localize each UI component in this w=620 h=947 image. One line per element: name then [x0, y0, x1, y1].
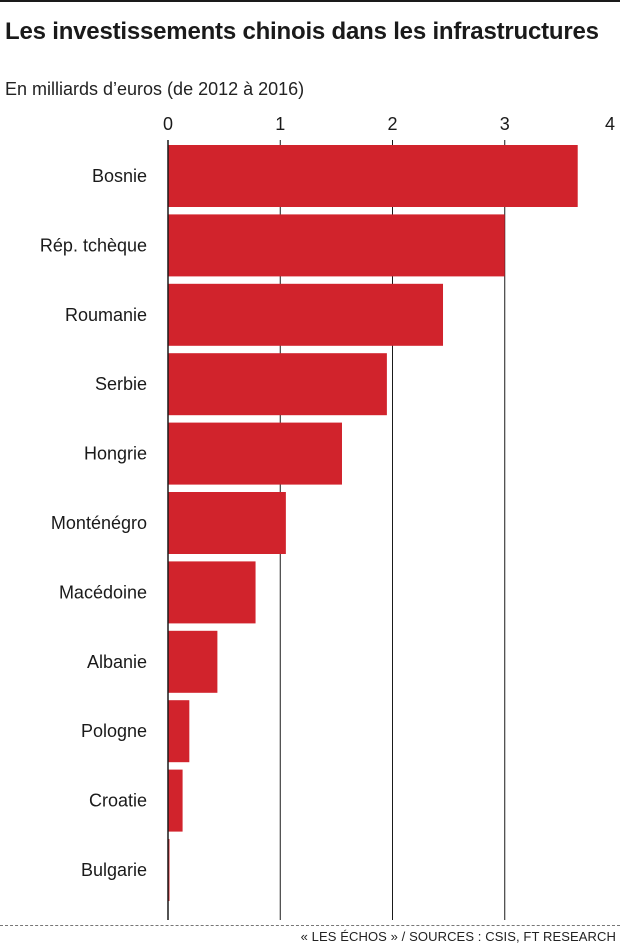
bar	[168, 145, 578, 207]
category-label: Bosnie	[92, 166, 147, 186]
bar	[168, 630, 218, 693]
category-label: Rép. tchèque	[40, 235, 147, 255]
category-label: Albanie	[87, 652, 147, 672]
chart-subtitle: En milliards d’euros (de 2012 à 2016)	[5, 79, 305, 99]
bar	[168, 700, 190, 763]
category-label: Monténégro	[51, 513, 147, 533]
chart-title: Les investissements chinois dans les inf…	[5, 18, 599, 45]
source-credit: « LES ÉCHOS » / SOURCES : CSIS, FT RESEA…	[300, 929, 616, 944]
bar	[168, 561, 256, 624]
footer-rule	[0, 925, 620, 926]
bar-chart: 0 1 2 3 4 Bosnie Rép. tchèque Roumanie Serbie Hon…	[40, 114, 615, 920]
category-label: Macédoine	[59, 582, 147, 602]
category-label: Bulgarie	[81, 860, 147, 880]
category-label: Roumanie	[65, 305, 147, 325]
bar	[168, 769, 183, 832]
bar	[168, 422, 342, 485]
category-label: Serbie	[95, 374, 147, 394]
category-label: Pologne	[81, 721, 147, 741]
x-tick-label: 1	[275, 114, 285, 134]
x-tick-label: 3	[500, 114, 510, 134]
category-label: Hongrie	[84, 444, 147, 464]
x-tick-label: 4	[605, 114, 615, 134]
x-tick-label: 0	[163, 114, 173, 134]
bar	[168, 214, 505, 277]
x-tick-label: 2	[387, 114, 397, 134]
bar	[168, 492, 286, 554]
top-rule	[0, 0, 620, 2]
bar	[168, 353, 387, 416]
bar	[168, 283, 444, 346]
category-label: Croatie	[89, 791, 147, 811]
